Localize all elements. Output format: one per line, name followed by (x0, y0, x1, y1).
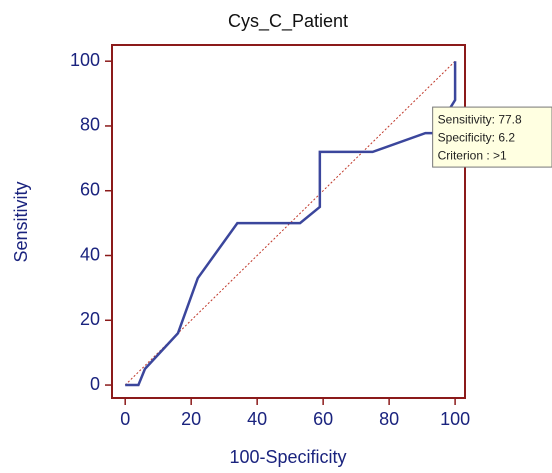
plot-frame (111, 44, 466, 399)
tooltip-text: Specificity: 6.2 (438, 130, 516, 144)
tooltip-text: Sensitivity: 77.8 (438, 112, 522, 126)
y-tick-label: 0 (90, 374, 100, 394)
tooltip-text: Criterion : >1 (438, 148, 507, 162)
x-tick-label: 60 (313, 409, 333, 429)
x-axis-label: 100-Specificity (229, 447, 346, 467)
chart-title: Cys_C_Patient (228, 11, 348, 32)
y-tick-label: 60 (80, 179, 100, 199)
y-tick-label: 80 (80, 115, 100, 135)
x-tick-label: 0 (120, 409, 130, 429)
x-tick-label: 20 (181, 409, 201, 429)
x-tick-label: 40 (247, 409, 267, 429)
x-tick-label: 100 (440, 409, 470, 429)
x-tick-label: 80 (379, 409, 399, 429)
y-tick-label: 100 (70, 50, 100, 70)
y-axis-label: Sensitivity (11, 181, 31, 262)
y-tick-label: 20 (80, 309, 100, 329)
y-tick-label: 40 (80, 244, 100, 264)
tooltip (432, 106, 552, 168)
reference-line (124, 60, 456, 386)
